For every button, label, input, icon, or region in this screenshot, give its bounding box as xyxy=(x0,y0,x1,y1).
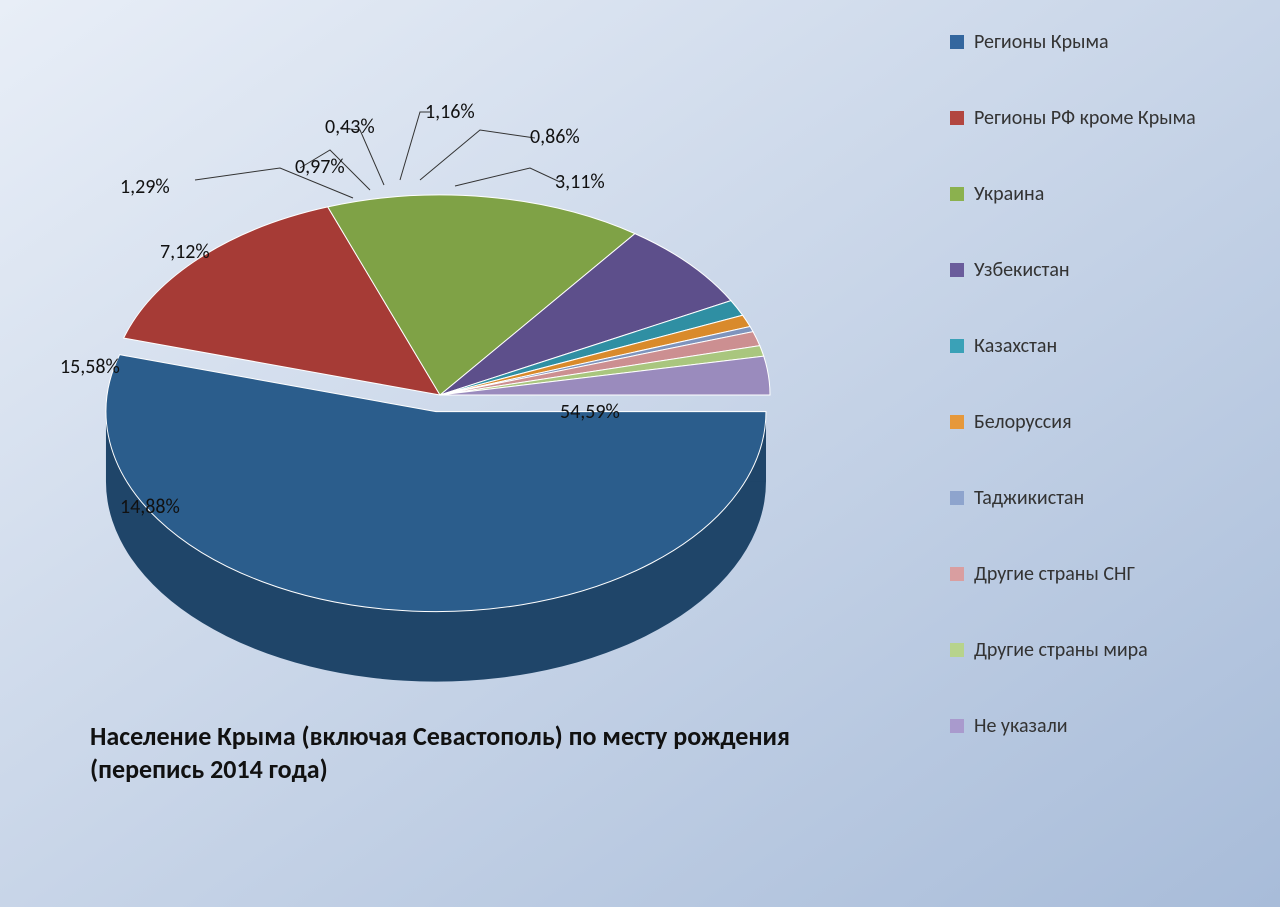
legend-label: Украина xyxy=(974,182,1044,206)
legend-item: Украина xyxy=(950,182,1250,206)
legend-swatch xyxy=(950,643,964,657)
legend-item: Белоруссия xyxy=(950,410,1250,434)
data-label: 0,43% xyxy=(325,115,375,139)
legend-swatch xyxy=(950,339,964,353)
legend-item: Не указали xyxy=(950,714,1250,738)
legend-swatch xyxy=(950,415,964,429)
legend-item: Таджикистан xyxy=(950,486,1250,510)
data-label: 15,58% xyxy=(60,355,120,379)
legend-swatch xyxy=(950,491,964,505)
data-label: 0,97% xyxy=(295,155,345,179)
legend-label: Узбекистан xyxy=(974,258,1070,282)
legend: Регионы Крыма Регионы РФ кроме Крыма Украи… xyxy=(950,30,1250,790)
data-label: 14,88% xyxy=(120,495,180,519)
pie-chart-3d: Население Крыма (включая Севастополь) по… xyxy=(0,0,1280,907)
legend-label: Казахстан xyxy=(974,334,1057,358)
legend-label: Не указали xyxy=(974,714,1068,738)
legend-item: Регионы Крыма xyxy=(950,30,1250,54)
legend-item: Другие страны СНГ xyxy=(950,562,1250,586)
legend-label: Белоруссия xyxy=(974,410,1072,434)
legend-label: Другие страны СНГ xyxy=(974,562,1135,586)
legend-label: Регионы Крыма xyxy=(974,30,1109,54)
chart-title: Население Крыма (включая Севастополь) по… xyxy=(90,720,830,785)
legend-swatch xyxy=(950,111,964,125)
data-label: 1,29% xyxy=(120,175,170,199)
data-label: 54,59% xyxy=(560,400,620,424)
legend-label: Регионы РФ кроме Крыма xyxy=(974,106,1196,130)
legend-label: Другие страны мира xyxy=(974,638,1148,662)
legend-item: Другие страны мира xyxy=(950,638,1250,662)
legend-item: Казахстан xyxy=(950,334,1250,358)
legend-label: Таджикистан xyxy=(974,486,1084,510)
legend-swatch xyxy=(950,567,964,581)
data-label: 7,12% xyxy=(160,240,210,264)
legend-swatch xyxy=(950,263,964,277)
legend-swatch xyxy=(950,35,964,49)
legend-swatch xyxy=(950,187,964,201)
legend-item: Регионы РФ кроме Крыма xyxy=(950,106,1250,130)
legend-swatch xyxy=(950,719,964,733)
data-label: 0,86% xyxy=(530,125,580,149)
data-label: 1,16% xyxy=(425,100,475,124)
legend-item: Узбекистан xyxy=(950,258,1250,282)
data-label: 3,11% xyxy=(555,170,605,194)
